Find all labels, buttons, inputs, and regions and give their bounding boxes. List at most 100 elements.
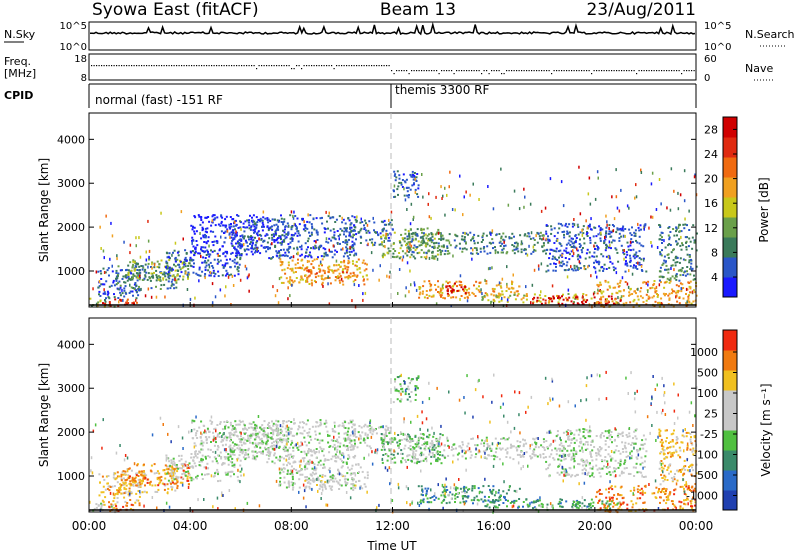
echo-cell xyxy=(282,448,285,451)
echo-cell xyxy=(606,223,608,227)
echo-cell xyxy=(641,270,644,272)
echo-cell xyxy=(170,465,173,468)
echo-cell xyxy=(166,264,169,267)
echo-cell xyxy=(374,241,377,244)
echo-cell xyxy=(449,170,451,174)
echo-cell xyxy=(191,465,194,468)
echo-cell xyxy=(239,435,242,438)
echo-cell xyxy=(645,270,648,273)
echo-cell xyxy=(165,468,168,471)
echo-cell xyxy=(146,278,149,281)
echo-cell xyxy=(602,255,605,258)
echo-cell xyxy=(246,248,248,251)
echo-cell xyxy=(154,490,157,493)
echo-cell xyxy=(665,264,668,267)
echo-cell xyxy=(655,285,658,289)
echo-cell xyxy=(499,282,502,285)
echo-cell xyxy=(273,462,276,465)
echo-cell xyxy=(676,290,679,293)
echo-cell xyxy=(203,473,206,476)
freq-dot xyxy=(618,70,620,72)
echo-cell xyxy=(215,460,218,463)
echo-cell xyxy=(233,431,236,434)
echo-cell xyxy=(416,228,419,231)
echo-cell xyxy=(525,252,527,255)
echo-cell xyxy=(179,481,182,484)
echo-cell xyxy=(129,480,132,483)
echo-cell xyxy=(239,431,242,434)
echo-cell xyxy=(348,437,351,440)
echo-cell xyxy=(414,237,417,240)
echo-cell xyxy=(226,250,228,253)
echo-cell xyxy=(291,238,294,241)
echo-cell xyxy=(609,260,612,263)
echo-cell xyxy=(675,295,677,299)
echo-cell xyxy=(168,460,171,463)
echo-cell xyxy=(147,219,149,223)
echo-cell xyxy=(278,257,281,260)
freq-dot xyxy=(358,65,360,67)
echo-cell xyxy=(190,456,193,459)
echo-cell xyxy=(483,296,486,299)
echo-cell xyxy=(405,178,408,181)
echo-cell xyxy=(499,240,502,243)
echo-cell xyxy=(329,475,332,478)
echo-cell xyxy=(351,472,354,475)
echo-cell xyxy=(299,473,302,476)
echo-cell xyxy=(135,492,138,495)
echo-cell xyxy=(584,257,587,260)
echo-cell xyxy=(348,238,350,241)
freq-dot xyxy=(243,65,245,67)
echo-cell xyxy=(426,255,428,259)
echo-cell xyxy=(548,297,550,300)
echo-cell xyxy=(344,222,347,225)
echo-cell xyxy=(283,476,286,479)
echo-cell xyxy=(518,285,521,288)
echo-cell xyxy=(462,213,464,217)
echo-cell xyxy=(248,227,251,230)
echo-cell xyxy=(341,280,344,283)
echo-cell xyxy=(592,235,595,238)
echo-cell xyxy=(106,488,109,490)
echo-cell xyxy=(145,474,148,477)
echo-cell xyxy=(602,270,605,272)
echo-cell xyxy=(677,225,680,229)
echo-cell xyxy=(423,256,426,259)
freq-dot xyxy=(451,70,453,72)
echo-cell xyxy=(125,292,128,295)
echo-cell xyxy=(248,289,250,293)
echo-cell xyxy=(229,475,232,478)
echo-cell xyxy=(234,228,236,231)
echo-cell xyxy=(442,245,445,248)
echo-cell xyxy=(102,485,105,488)
echo-cell xyxy=(386,251,389,254)
echo-cell xyxy=(250,225,253,228)
echo-cell xyxy=(633,298,636,301)
echo-cell xyxy=(181,477,184,480)
echo-cell xyxy=(461,250,464,253)
echo-cell xyxy=(400,244,403,247)
echo-cell xyxy=(314,276,317,279)
echo-cell xyxy=(432,294,435,297)
echo-cell xyxy=(219,259,222,262)
echo-cell xyxy=(196,273,199,276)
echo-cell xyxy=(691,290,694,294)
echo-cell xyxy=(350,483,353,486)
echo-cell xyxy=(262,441,265,444)
echo-cell xyxy=(296,217,299,220)
echo-cell xyxy=(95,506,98,509)
echo-cell xyxy=(104,300,107,303)
echo-cell xyxy=(678,224,681,227)
echo-cell xyxy=(203,261,206,264)
echo-cell xyxy=(322,278,325,281)
echo-cell xyxy=(342,424,345,427)
echo-cell xyxy=(309,435,312,438)
echo-cell xyxy=(116,257,118,261)
echo-cell xyxy=(363,227,366,229)
freq-dot xyxy=(498,70,500,72)
echo-cell xyxy=(487,267,490,271)
echo-cell xyxy=(586,248,589,251)
freq-dot xyxy=(291,68,293,70)
echo-cell xyxy=(331,485,334,488)
echo-cell xyxy=(431,250,434,253)
